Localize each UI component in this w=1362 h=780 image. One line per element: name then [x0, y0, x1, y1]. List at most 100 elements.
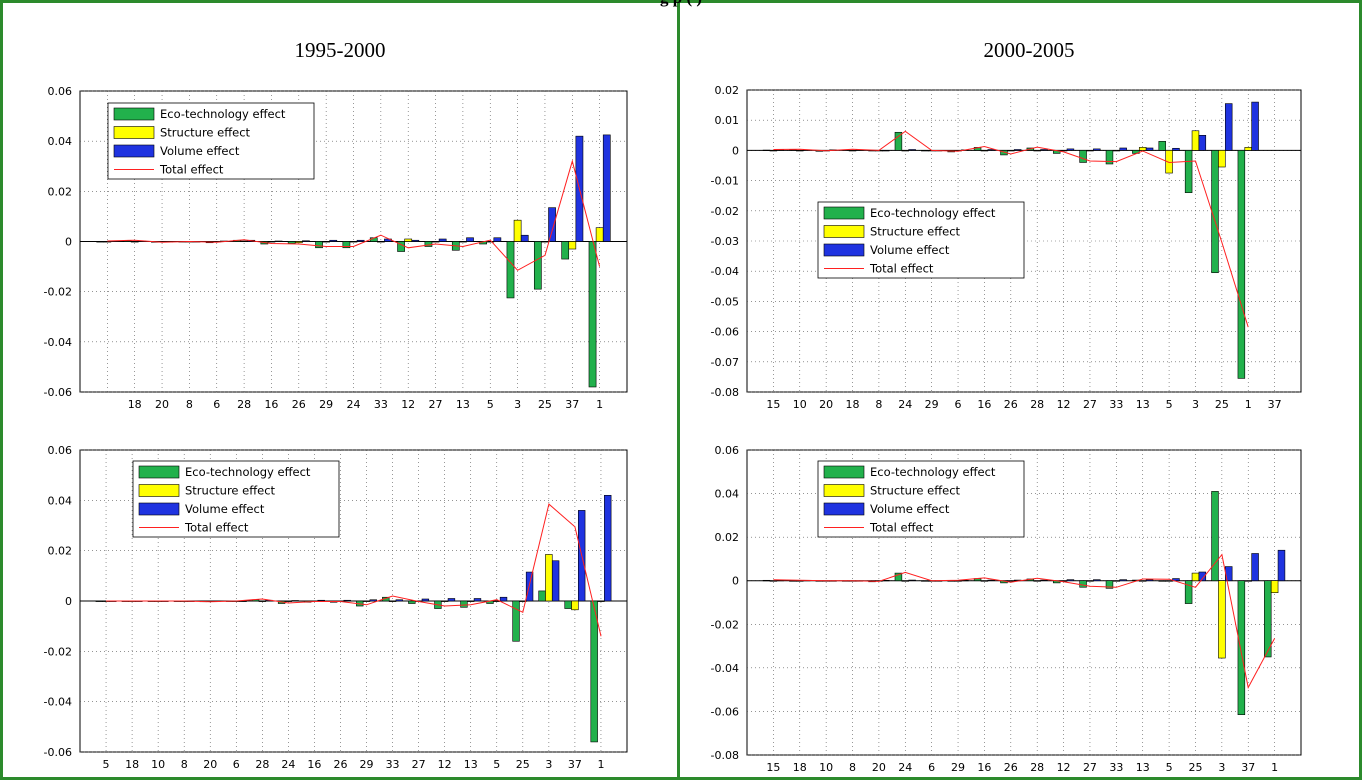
x-tick-label: 10 [793, 398, 807, 411]
bar-volume [1119, 579, 1127, 582]
total-effect-line [107, 159, 601, 271]
legend-label: Structure effect [870, 225, 961, 239]
legend-label: Eco-technology effect [870, 465, 996, 479]
y-tick-label: -0.04 [711, 662, 739, 675]
legend-label: Volume effect [870, 243, 950, 257]
bar-structure [1138, 147, 1147, 151]
bar-eco-technology [789, 580, 797, 582]
bar-structure [980, 580, 989, 582]
x-tick-label: 3 [514, 398, 521, 411]
x-tick-label: 1 [1245, 398, 1252, 411]
x-tick-label: 13 [456, 398, 470, 411]
y-tick-label: 0.06 [48, 444, 73, 457]
y-tick-label: -0.02 [711, 205, 739, 218]
y-tick-label: -0.08 [711, 749, 739, 762]
x-tick-label: 27 [1083, 398, 1097, 411]
bar-structure [1244, 580, 1252, 582]
bar-structure [1218, 580, 1226, 659]
x-tick-label: 24 [347, 398, 361, 411]
legend-label: Total effect [184, 521, 249, 535]
y-tick-label: 0.02 [715, 531, 740, 544]
total-effect-line [106, 503, 602, 637]
bar-eco-technology [408, 600, 416, 604]
x-tick-label: 26 [1004, 398, 1018, 411]
bar-volume [908, 579, 916, 582]
bar-eco-technology [921, 580, 929, 582]
bar-structure [258, 600, 267, 602]
legend: Eco-technology effect Structure effect Vol… [132, 460, 340, 538]
bar-eco-technology [762, 579, 771, 582]
y-tick-label: 0.01 [715, 114, 740, 127]
y-tick-label: -0.02 [44, 286, 72, 299]
bar-volume [1251, 553, 1259, 582]
bar-eco-technology [1105, 150, 1114, 165]
x-tick-label: 5 [1166, 398, 1173, 411]
bar-eco-technology [564, 600, 572, 609]
bar-structure [284, 600, 293, 602]
bar-eco-technology [1079, 580, 1087, 588]
bar-volume [1013, 149, 1022, 151]
x-tick-label: 3 [1218, 761, 1225, 774]
legend-swatch [823, 225, 865, 238]
legend-swatch [823, 206, 865, 220]
bar-structure [1165, 580, 1173, 582]
x-tick-label: 6 [233, 758, 240, 771]
x-tick-label: 8 [849, 761, 856, 774]
bar-volume [499, 596, 508, 602]
bar-structure [486, 241, 495, 243]
bar-structure [1191, 572, 1200, 582]
y-tick-label: -0.06 [44, 746, 72, 759]
y-tick-label: -0.07 [711, 356, 739, 369]
legend-swatch [823, 465, 865, 479]
x-tick-label: 26 [1004, 761, 1018, 774]
bar-structure [901, 580, 910, 582]
x-tick-label: 6 [955, 398, 962, 411]
x-tick-label: 1 [1271, 761, 1278, 774]
bar-eco-technology [512, 600, 520, 642]
bar-eco-technology [1184, 150, 1193, 193]
x-tick-label: 5 [493, 758, 500, 771]
y-tick-label: -0.04 [711, 265, 739, 278]
y-tick-label: -0.03 [711, 235, 739, 248]
y-tick-label: 0 [65, 595, 72, 608]
x-tick-label: 33 [1109, 398, 1123, 411]
bar-eco-technology [1211, 491, 1219, 582]
bar-eco-technology [1079, 150, 1087, 163]
bar-eco-technology [762, 149, 771, 151]
legend-swatch [823, 502, 865, 516]
bar-structure [1112, 150, 1121, 152]
bar-volume [1224, 103, 1233, 151]
bar-structure [1033, 150, 1041, 152]
y-tick-label: -0.05 [711, 295, 739, 308]
x-tick-label: 6 [928, 761, 935, 774]
y-tick-label: -0.08 [711, 386, 739, 399]
bar-eco-technology [96, 241, 105, 243]
bar-structure [130, 241, 139, 243]
bar-volume [329, 239, 338, 242]
x-tick-label: 13 [1136, 761, 1150, 774]
legend-swatch [138, 484, 180, 497]
total-effect-line [773, 130, 1249, 328]
y-tick-label: 0 [732, 144, 739, 157]
x-tick-label: 3 [545, 758, 552, 771]
legend-label: Total effect [869, 262, 934, 276]
bar-structure [1086, 150, 1094, 152]
bar-structure [848, 150, 857, 152]
x-tick-label: 6 [213, 398, 220, 411]
x-tick-label: 27 [412, 758, 426, 771]
bar-structure [362, 600, 371, 602]
y-tick-label: 0.06 [715, 444, 740, 457]
x-tick-label: 5 [487, 398, 494, 411]
bar-volume [291, 600, 299, 602]
y-tick-label: -0.02 [44, 645, 72, 658]
chart-top-right: 0.02 0.01 0 -0.01 -0.02 -0.03 -0.04 -0.05 -0.06 -… [711, 84, 1302, 411]
y-tick-label: -0.04 [44, 336, 72, 349]
x-tick-label: 16 [977, 398, 991, 411]
y-tick-label: 0.02 [48, 185, 73, 198]
bar-structure [1244, 147, 1252, 151]
x-tick-label: 37 [1268, 398, 1282, 411]
bar-structure [459, 241, 467, 243]
x-tick-label: 20 [203, 758, 217, 771]
bar-volume [551, 560, 560, 602]
